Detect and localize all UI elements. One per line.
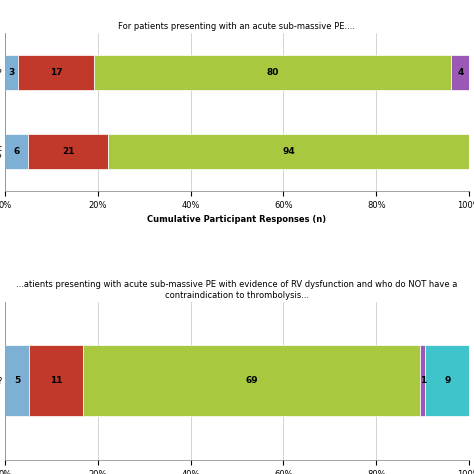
Text: 1: 1 <box>419 376 426 385</box>
Bar <box>109 134 469 170</box>
Bar <box>83 345 420 416</box>
Text: 94: 94 <box>283 147 295 156</box>
Text: 21: 21 <box>62 147 74 156</box>
Text: 3: 3 <box>9 68 15 77</box>
Bar <box>94 55 451 91</box>
Bar <box>28 134 109 170</box>
Bar <box>420 345 425 416</box>
Bar <box>5 134 28 170</box>
Title: ...atients presenting with acute sub-massive PE with evidence of RV dysfunction : ...atients presenting with acute sub-mas… <box>16 280 458 300</box>
Bar <box>29 345 83 416</box>
Text: 9: 9 <box>444 376 450 385</box>
Text: 6: 6 <box>13 147 19 156</box>
X-axis label: Cumulative Participant Responses (n): Cumulative Participant Responses (n) <box>147 216 327 225</box>
Text: 5: 5 <box>14 376 20 385</box>
Bar <box>451 55 469 91</box>
Text: 69: 69 <box>246 376 258 385</box>
Text: 17: 17 <box>50 68 63 77</box>
Bar <box>5 345 29 416</box>
Bar <box>18 55 94 91</box>
Bar <box>5 55 18 91</box>
Text: 4: 4 <box>457 68 464 77</box>
Title: For patients presenting with an acute sub-massive PE....: For patients presenting with an acute su… <box>118 22 356 31</box>
Bar <box>425 345 469 416</box>
Text: 80: 80 <box>266 68 279 77</box>
Text: 11: 11 <box>50 376 63 385</box>
